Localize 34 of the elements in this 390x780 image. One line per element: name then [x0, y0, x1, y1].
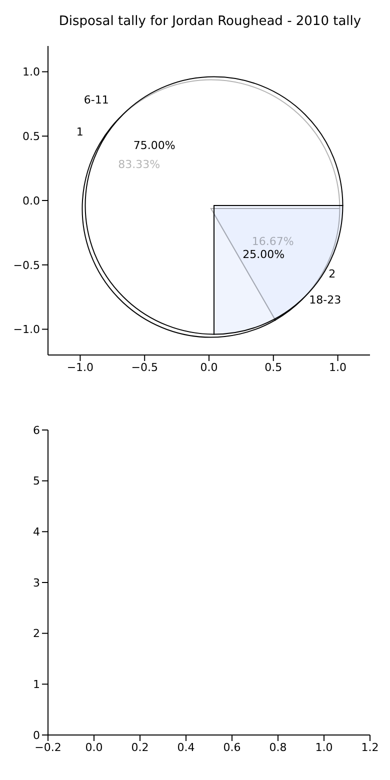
slice-label: 2 [328, 267, 336, 280]
y-tick-label: 0 [33, 728, 40, 742]
y-tick-label: −0.5 [13, 258, 40, 272]
x-tick-label: 1.2 [361, 740, 379, 754]
slice-label: 18-23 [309, 294, 342, 307]
x-tick-label: 0.0 [85, 740, 103, 754]
y-tick-label: 5 [33, 474, 40, 488]
y-tick-label: 2 [33, 627, 40, 640]
x-tick-label: 1.0 [315, 740, 333, 754]
chart-title: Disposal tally for Jordan Roughead - 2010 tally [58, 13, 362, 31]
slice-label: 1 [76, 126, 84, 139]
y-tick-label: 0.0 [22, 194, 40, 208]
slice-label: 6-11 [84, 93, 109, 106]
x-tick-label: 0.5 [264, 360, 282, 374]
x-tick-label: −0.5 [131, 360, 158, 374]
y-tick-label: 3 [33, 576, 40, 590]
data-label: 25.00% [242, 248, 285, 262]
y-tick-label: 1 [33, 678, 40, 692]
data-label: 16.67% [252, 235, 294, 248]
x-tick-label: 0.4 [177, 740, 195, 754]
x-tick-label: 1.0 [329, 360, 347, 374]
y-tick-label: 0.5 [22, 130, 40, 144]
y-tick-label: 1.0 [22, 66, 40, 79]
x-tick-label: 0.8 [269, 740, 287, 754]
x-tick-label: 0.2 [131, 740, 149, 754]
y-tick-label: 4 [33, 526, 40, 539]
y-tick-label: 6 [33, 424, 40, 437]
data-label: 75.00% [133, 138, 176, 152]
x-tick-label: −0.2 [34, 740, 62, 754]
y-tick-label: −1.0 [13, 323, 40, 336]
x-tick-label: 0.6 [223, 740, 241, 754]
x-tick-label: 0.0 [200, 360, 218, 374]
data-label: 83.33% [118, 158, 160, 171]
x-tick-label: −1.0 [66, 360, 94, 374]
